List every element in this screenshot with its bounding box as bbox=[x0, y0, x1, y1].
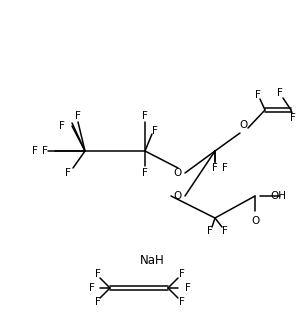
Text: F: F bbox=[59, 121, 65, 131]
Text: O: O bbox=[239, 120, 247, 130]
Text: F: F bbox=[95, 269, 101, 279]
Text: F: F bbox=[222, 163, 228, 173]
Text: F: F bbox=[290, 113, 296, 123]
Text: O: O bbox=[251, 216, 259, 226]
Text: F: F bbox=[89, 283, 95, 293]
Text: F: F bbox=[255, 90, 261, 100]
Text: F: F bbox=[95, 297, 101, 307]
Text: F: F bbox=[42, 146, 48, 156]
Text: F: F bbox=[222, 226, 228, 236]
Text: F: F bbox=[179, 269, 185, 279]
Text: F: F bbox=[212, 163, 218, 173]
Text: F: F bbox=[32, 146, 38, 156]
Text: F: F bbox=[142, 111, 148, 121]
Text: F: F bbox=[152, 126, 158, 136]
Text: F: F bbox=[185, 283, 191, 293]
Text: F: F bbox=[75, 111, 81, 121]
Text: O: O bbox=[174, 168, 182, 178]
Text: O: O bbox=[174, 191, 182, 201]
Text: F: F bbox=[65, 168, 71, 178]
Text: OH: OH bbox=[270, 191, 286, 201]
Text: NaH: NaH bbox=[140, 254, 164, 268]
Text: F: F bbox=[142, 168, 148, 178]
Text: F: F bbox=[207, 226, 213, 236]
Text: F: F bbox=[277, 88, 283, 98]
Text: F: F bbox=[179, 297, 185, 307]
